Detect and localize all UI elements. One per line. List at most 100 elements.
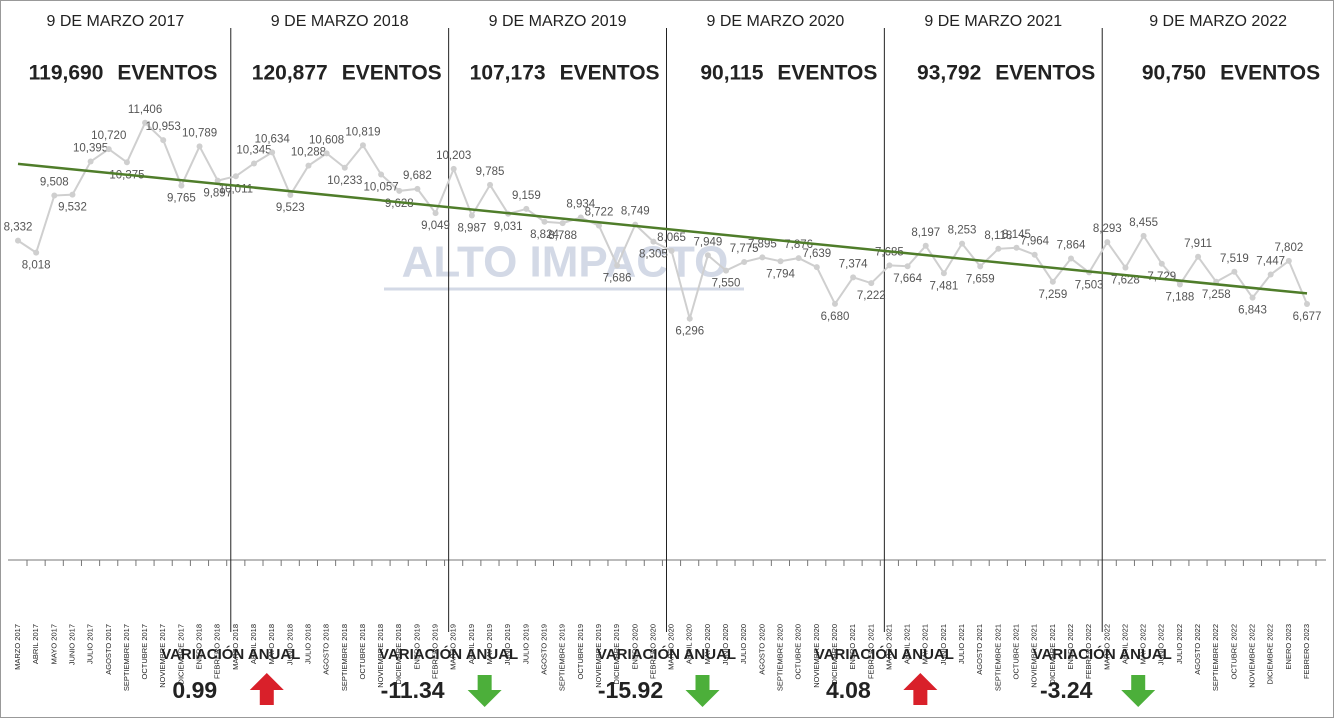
data-label: 9,897	[203, 188, 232, 200]
x-tick-label: MAYO 2017	[49, 624, 58, 664]
data-point	[414, 185, 421, 192]
x-tick-label: OCTUBRE 2018	[358, 624, 367, 679]
period-total: 90,750	[1142, 62, 1206, 85]
data-point	[1231, 268, 1238, 275]
x-tick-label: AGOSTO 2018	[322, 624, 331, 675]
period-date: 9 DE MARZO 2020	[707, 13, 845, 30]
x-tick-label: AGOSTO 2022	[1193, 624, 1202, 675]
data-point	[686, 315, 693, 322]
variation-value: 4.08	[826, 677, 871, 703]
data-label: 8,018	[22, 260, 51, 272]
data-label: 10,395	[73, 143, 108, 155]
data-point	[105, 146, 112, 153]
x-tick-label: ABRIL 2022	[1120, 624, 1129, 664]
variation-value: -3.24	[1040, 677, 1093, 703]
data-point	[450, 165, 457, 172]
events-word: EVENTOS	[560, 62, 660, 85]
variation-arrow	[467, 675, 502, 707]
x-tick-label: DICIEMBRE 2018	[394, 624, 403, 684]
period-total: 107,173	[470, 62, 546, 85]
data-point	[1122, 264, 1129, 271]
data-point	[341, 164, 348, 171]
data-point	[959, 240, 966, 247]
x-tick-label: AGOSTO 2021	[975, 624, 984, 675]
data-point	[813, 264, 820, 271]
x-tick-label: OCTUBRE 2017	[140, 624, 149, 679]
data-label: 7,550	[712, 278, 741, 290]
x-tick-label: DICIEMBRE 2020	[830, 624, 839, 684]
data-label: 8,197	[911, 227, 940, 239]
variation-arrow	[903, 673, 938, 705]
data-label: 7,222	[857, 290, 886, 302]
x-tick-label: OCTUBRE 2021	[1012, 624, 1021, 679]
variation-label: VARIACIÓN ANUAL	[815, 645, 954, 663]
data-point	[142, 119, 149, 126]
events-word: EVENTOS	[342, 62, 442, 85]
data-label: 8,722	[585, 207, 614, 219]
x-tick-label: MARZO 2022	[1102, 624, 1111, 670]
data-label: 8,118	[984, 230, 1012, 242]
x-tick-label: FEBRERO 2019	[431, 624, 440, 679]
x-tick-label: NOVIEMBRE 2019	[594, 624, 603, 688]
data-label: 7,188	[1166, 291, 1195, 303]
data-point	[977, 263, 984, 270]
x-tick-label: JUNIO 2018	[285, 624, 294, 665]
x-tick-label: SEPTIEMBRE 2017	[122, 624, 131, 691]
data-point	[214, 177, 221, 184]
data-label: 6,680	[821, 311, 850, 323]
x-tick-label: NOVIEMBRE 2020	[812, 624, 821, 688]
data-point	[559, 220, 566, 227]
events-word: EVENTOS	[995, 62, 1095, 85]
x-tick-label: ENERO 2020	[630, 624, 639, 669]
x-tick-label: MAYO 2022	[1139, 624, 1148, 664]
data-point	[1067, 255, 1074, 262]
variation-arrow	[249, 673, 284, 705]
data-point	[995, 245, 1002, 252]
data-label: 7,447	[1256, 256, 1285, 268]
x-tick-label: SEPTIEMBRE 2019	[558, 624, 567, 691]
x-tick-label: JUNIO 2021	[939, 624, 948, 665]
data-point	[178, 182, 185, 189]
data-point	[359, 142, 366, 149]
data-point	[251, 160, 258, 167]
period-date: 9 DE MARZO 2019	[489, 13, 627, 30]
x-tick-label: MAYO 2020	[703, 624, 712, 664]
data-point	[305, 162, 312, 169]
data-point	[741, 258, 748, 265]
data-label: 10,789	[182, 127, 217, 139]
data-point	[1013, 244, 1020, 251]
x-tick-label: SEPTIEMBRE 2020	[775, 624, 784, 691]
data-label: 7,775	[730, 243, 759, 255]
data-point	[668, 247, 675, 254]
data-label: 10,634	[255, 133, 291, 145]
x-tick-label: MARZO 2020	[667, 624, 676, 670]
data-label: 9,049	[421, 220, 450, 232]
data-point	[287, 191, 294, 198]
data-label: 7,911	[1184, 238, 1212, 250]
data-point	[868, 280, 875, 287]
data-label: 8,788	[548, 230, 577, 242]
data-label: 10,720	[91, 130, 126, 142]
data-label: 7,949	[693, 236, 722, 248]
data-point	[614, 262, 621, 269]
data-label: 8,934	[566, 199, 595, 211]
events-word: EVENTOS	[1220, 62, 1320, 85]
period-date: 9 DE MARZO 2022	[1149, 13, 1287, 30]
data-point	[595, 222, 602, 229]
x-tick-label: NOVIEMBRE 2022	[1248, 624, 1257, 688]
data-label: 10,953	[146, 121, 181, 133]
data-label: 10,233	[327, 175, 362, 187]
data-label: 8,455	[1129, 217, 1158, 229]
period-total: 90,115	[700, 62, 763, 85]
data-point	[432, 210, 439, 217]
period-date: 9 DE MARZO 2018	[271, 13, 409, 30]
data-point	[323, 150, 330, 157]
data-point	[269, 149, 276, 156]
variation-label: VARIACIÓN ANUAL	[1033, 645, 1172, 663]
data-label: 7,481	[930, 280, 959, 292]
data-point	[123, 159, 130, 166]
x-tick-label: OCTUBRE 2020	[794, 624, 803, 679]
data-point	[1031, 251, 1038, 258]
data-label: 9,785	[476, 166, 505, 178]
period-date: 9 DE MARZO 2017	[46, 13, 184, 30]
